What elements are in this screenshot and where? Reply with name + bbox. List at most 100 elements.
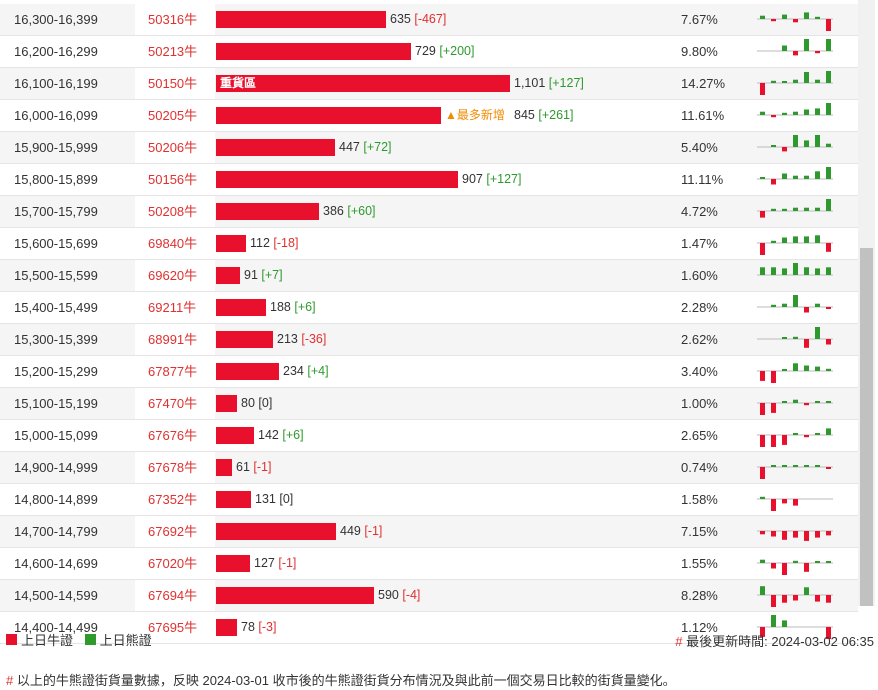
sparkline-bar	[793, 263, 798, 275]
percentage: 1.55%	[681, 556, 718, 571]
quantity-bar	[216, 523, 336, 540]
sparkline-bar	[815, 401, 820, 403]
quantity-bar	[216, 331, 273, 348]
quantity-bar	[216, 395, 237, 412]
quantity-bar	[216, 491, 251, 508]
quantity-value: 188 [+6]	[270, 292, 316, 323]
sparkline-bar	[804, 587, 809, 595]
sparkline-bar	[826, 401, 831, 403]
warrant-code-link[interactable]: 50205牛	[148, 108, 198, 123]
sparkline-bar	[793, 433, 798, 435]
quantity-value: 729 [+200]	[415, 36, 474, 67]
quantity-bar	[216, 459, 232, 476]
scrollbar-thumb[interactable]	[860, 248, 873, 606]
footnote-text: 以上的牛熊證街貨量數據，反映 2024-03-01 收市後的牛熊證街貨分布情況及…	[16, 673, 676, 688]
sparkline-bar	[826, 71, 831, 83]
quantity-bar	[216, 235, 246, 252]
sparkline-bar	[826, 627, 831, 639]
quantity-number: 131	[255, 492, 276, 506]
vertical-scrollbar[interactable]	[858, 0, 875, 606]
sparkline-bar	[815, 171, 820, 179]
sparkline-bar	[760, 211, 765, 218]
warrant-code-link[interactable]: 67676牛	[148, 428, 198, 443]
strike-range: 15,600-15,699	[14, 236, 98, 251]
quantity-value: 127 [-1]	[254, 548, 296, 579]
strike-range: 14,600-14,699	[14, 556, 98, 571]
sparkline-bar	[771, 531, 776, 537]
sparkline-bar	[815, 531, 820, 538]
sparkline-bar	[760, 467, 765, 479]
table-row: 14,600-14,699 67020牛 127 [-1] 1.55%	[0, 548, 858, 580]
quantity-value: 112 [-18]	[250, 228, 298, 259]
warrant-code-link[interactable]: 67692牛	[148, 524, 198, 539]
warrant-code-link[interactable]: 67020牛	[148, 556, 198, 571]
sparkline-bar	[771, 19, 776, 22]
sparkline-bar	[771, 465, 776, 467]
quantity-number: 127	[254, 556, 275, 570]
sparkline-bar	[760, 586, 765, 595]
sparkline-bar	[793, 51, 798, 56]
warrant-code-link[interactable]: 50156牛	[148, 172, 198, 187]
sparkline-bar	[815, 51, 820, 54]
sparkline-bar	[804, 563, 809, 572]
warrant-code-link[interactable]: 50206牛	[148, 140, 198, 155]
percentage: 7.67%	[681, 12, 718, 27]
percentage: 11.61%	[681, 108, 725, 123]
warrant-code-link[interactable]: 50316牛	[148, 12, 198, 27]
warrant-code-link[interactable]: 67352牛	[148, 492, 198, 507]
strike-range: 16,100-16,199	[14, 76, 98, 91]
warrant-code-link[interactable]: 67695牛	[148, 620, 198, 635]
trend-sparkline	[757, 167, 833, 185]
warrant-code-link[interactable]: 69840牛	[148, 236, 198, 251]
warrant-code-link[interactable]: 50208牛	[148, 204, 198, 219]
quantity-number: 1,101	[514, 76, 546, 90]
sparkline-bar	[771, 615, 776, 627]
quantity-bar	[216, 587, 374, 604]
warrant-code-link[interactable]: 69620牛	[148, 268, 198, 283]
sparkline-bar	[826, 595, 831, 603]
warrant-code-link[interactable]: 67694牛	[148, 588, 198, 603]
sparkline-bar	[782, 499, 787, 504]
quantity-bar	[216, 363, 279, 380]
quantity-value: 91 [+7]	[244, 260, 283, 291]
legend-bull: 上日牛證	[6, 630, 73, 649]
sparkline-bar	[782, 112, 787, 115]
most-added-tag: ▲最多新增	[445, 108, 505, 122]
bull-bear-distribution-table: 16,300-16,399 50316牛 635 [-467] 7.67% 16,200…	[0, 4, 858, 644]
percentage: 9.80%	[681, 44, 718, 59]
sparkline-bar	[815, 16, 820, 19]
warrant-code-link[interactable]: 50150牛	[148, 76, 198, 91]
table-row: 14,800-14,899 67352牛 131 [0] 1.58%	[0, 484, 858, 516]
sparkline-bar	[782, 435, 787, 445]
sparkline-bar	[782, 369, 787, 371]
strike-range: 16,000-16,099	[14, 108, 98, 123]
warrant-code-link[interactable]: 67470牛	[148, 396, 198, 411]
warrant-code-link[interactable]: 67877牛	[148, 364, 198, 379]
quantity-value: 635 [-467]	[390, 4, 446, 35]
warrant-code-link[interactable]: 50213牛	[148, 44, 198, 59]
sparkline-bar	[826, 103, 831, 115]
table-row: 14,400-14,499 67695牛 78 [-3] 1.12%	[0, 612, 858, 644]
sparkline-bar	[760, 267, 765, 275]
table-row: 15,500-15,599 69620牛 91 [+7] 1.60%	[0, 260, 858, 292]
percentage: 0.74%	[681, 460, 718, 475]
quantity-change: [-36]	[301, 332, 327, 346]
sparkline-bar	[793, 175, 798, 179]
quantity-change: [+72]	[363, 140, 392, 154]
quantity-bar	[216, 619, 237, 636]
sparkline-bar	[815, 433, 820, 435]
sparkline-bar	[826, 199, 831, 211]
sparkline-bar	[804, 307, 809, 313]
warrant-code-link[interactable]: 69211牛	[148, 300, 197, 315]
percentage: 1.12%	[681, 620, 718, 635]
sparkline-bar	[804, 39, 809, 51]
warrant-code-link[interactable]: 68991牛	[148, 332, 198, 347]
sparkline-bar	[793, 499, 798, 506]
sparkline-bar	[826, 19, 831, 31]
quantity-value: 1,101 [+127]	[514, 68, 584, 99]
trend-sparkline	[757, 327, 833, 348]
sparkline-bar	[782, 337, 787, 339]
warrant-code-link[interactable]: 67678牛	[148, 460, 198, 475]
sparkline-bar	[793, 560, 798, 563]
trend-sparkline	[757, 295, 833, 313]
